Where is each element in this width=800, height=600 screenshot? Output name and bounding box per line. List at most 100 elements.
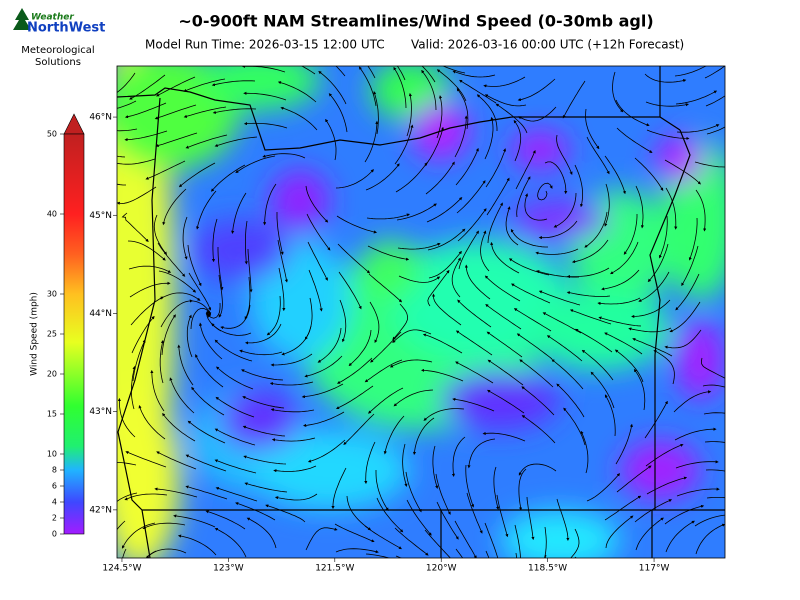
streamline [211,80,256,87]
streamline [162,188,187,226]
streamline [214,528,247,558]
streamline [700,357,725,379]
streamline [214,459,257,474]
streamline [673,390,712,413]
streamline [318,70,347,105]
map-field [117,66,725,558]
colorbar-ticks: 0 2 4 6 8 10 15 20 25 30 40 50 [47,130,64,539]
streamline [130,365,136,410]
streamline [466,492,483,534]
streamline [277,81,317,103]
colorbar-tick-label: 20 [47,370,57,379]
streamline [154,104,197,120]
streamline [177,344,194,386]
streamline [187,420,226,444]
streamline [300,66,316,75]
streamline [516,176,531,218]
streamline [695,189,707,232]
streamline [402,443,408,487]
streamline [392,303,409,341]
streamline [270,353,313,367]
streamline [303,411,345,427]
streamline [338,271,362,310]
streamline [334,523,375,543]
streamline [364,120,379,163]
streamline [535,248,579,255]
streamline [129,281,171,298]
lat-label: 44°N [89,309,112,319]
streamline [569,309,612,325]
streamline [305,527,338,551]
streamline [681,245,699,287]
streamline [487,389,525,414]
lon-label: 120°W [426,564,457,574]
streamline [422,333,463,354]
streamline [574,164,584,208]
streamline [281,325,312,356]
streamline [676,487,720,497]
streamline [519,359,554,388]
streamline [452,70,496,78]
streamline [646,476,688,495]
streamline [485,304,522,330]
colorbar-tick-label: 6 [52,482,57,491]
streamline [145,548,187,558]
streamline [484,116,494,160]
streamline [485,148,507,188]
streamline [484,275,521,302]
streamline [185,454,227,472]
streamline [305,185,329,223]
streamline [186,314,193,358]
streamline [235,155,276,173]
speed-patch [500,510,620,558]
streamline [459,79,497,104]
speed-patch [530,290,670,370]
streamline [556,498,570,541]
streamline [395,162,428,193]
streamline [156,451,197,470]
streamline [705,95,725,107]
streamline [117,100,137,109]
streamline [337,243,371,274]
speed-patch [117,390,180,558]
speed-patch [360,240,420,300]
speed-patch [220,390,300,450]
streamline [121,522,156,549]
streamline [244,220,248,265]
streamline [406,499,432,536]
streamline [218,274,223,318]
streamline [556,134,573,175]
streamline [604,155,626,195]
streamline [242,396,285,409]
colorbar-tick-label: 4 [52,498,57,507]
speed-patch [190,220,290,280]
streamline [647,243,669,283]
streamline [173,514,216,528]
streamline [421,368,464,382]
streamline [317,327,342,363]
streamline [196,190,217,230]
streamline [635,185,644,229]
streamline [706,497,725,499]
streamline [628,327,672,333]
streamline [117,128,138,132]
streamline [366,213,411,220]
streamline [496,494,509,538]
streamline [396,203,437,221]
streamline [454,520,477,558]
streamline [121,212,149,243]
streamline [364,525,402,550]
streamline [638,271,670,302]
streamline [514,524,521,558]
streamline [231,192,247,234]
streamline [412,417,435,456]
streamline [562,80,586,119]
streamline [117,397,136,438]
streamline [563,407,586,446]
streamline [442,66,466,74]
streamline [521,386,555,416]
streamline [127,240,166,261]
streamline [214,136,258,147]
streamline [601,269,640,291]
streamline [458,230,479,270]
